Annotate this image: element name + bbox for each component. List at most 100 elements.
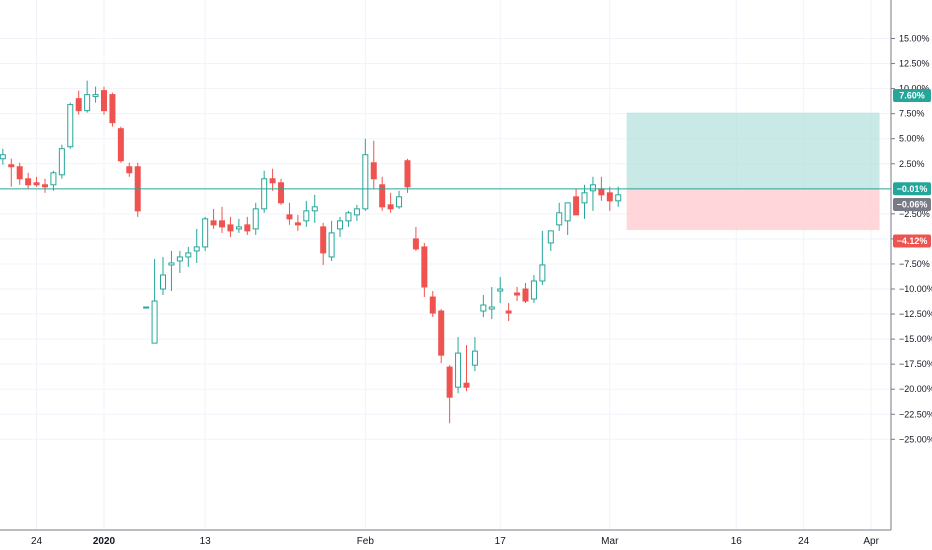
candle-body-down: [269, 178, 276, 184]
candle-body-up: [362, 154, 369, 210]
candle-body-down: [514, 292, 521, 296]
candle-body-down: [75, 98, 82, 112]
x-tick-label: 17: [495, 536, 507, 547]
candle-body-up: [564, 202, 571, 222]
x-tick-label: 24: [798, 536, 810, 547]
x-tick-label: 2020: [93, 536, 116, 547]
price-badge-label: −0.06%: [897, 200, 928, 210]
candle-body-down: [438, 310, 445, 356]
candle-body-up: [589, 184, 596, 192]
y-tick-label: 12.50%: [899, 59, 930, 69]
y-tick-label: 2.50%: [899, 159, 925, 169]
y-tick-label: 5.00%: [899, 134, 925, 144]
price-badge-label: 7.60%: [899, 91, 925, 101]
candle-body-up: [396, 196, 403, 208]
candle-body-down: [505, 310, 512, 314]
candle-body-up: [0, 154, 6, 160]
candle-body-down: [244, 224, 251, 232]
y-tick-label: −15.00%: [899, 334, 932, 344]
candle-body-down: [33, 182, 40, 186]
y-tick-label: 7.50%: [899, 109, 925, 119]
candle-body-down: [286, 214, 293, 220]
x-tick-label: Mar: [601, 536, 619, 547]
target-zone: [626, 112, 880, 189]
candle-body-up: [547, 230, 554, 244]
candle-body-up: [202, 218, 209, 248]
candle-body-up: [58, 148, 65, 176]
candle-body-up: [168, 262, 175, 266]
stop-zone: [626, 188, 880, 231]
price-badge-label: −4.12%: [897, 236, 928, 246]
candle-body-up: [160, 274, 167, 290]
candle-body-down: [278, 182, 285, 204]
candle-body-down: [227, 224, 234, 232]
candle-body-up: [480, 304, 487, 312]
candle-body-down: [219, 220, 226, 228]
candle-body-down: [41, 184, 48, 188]
x-tick-label: 24: [31, 536, 43, 547]
candle-body-up: [328, 232, 335, 258]
y-tick-label: −17.50%: [899, 359, 932, 369]
candle-body-down: [16, 166, 23, 180]
candle-body-up: [581, 192, 588, 204]
y-axis[interactable]: 15.00%12.50%10.00%7.50%5.00%2.50%−2.50%−…: [890, 0, 932, 530]
y-tick-label: −12.50%: [899, 309, 932, 319]
candle-body-down: [387, 204, 394, 210]
candle-body-up: [455, 352, 462, 388]
candle-body-down: [463, 382, 470, 388]
y-tick-label: −22.50%: [899, 409, 932, 419]
candle-body-up: [471, 350, 478, 366]
candle-body-up: [539, 264, 546, 282]
candle-body-down: [210, 220, 217, 226]
candle-body-down: [25, 178, 32, 186]
candle-body-up: [497, 288, 504, 292]
candle-body-down: [606, 192, 613, 202]
candle-body-down: [429, 296, 436, 314]
candle-body-up: [143, 306, 150, 309]
candle-body-down: [117, 128, 124, 162]
x-tick-label: 16: [731, 536, 743, 547]
price-badges: 7.60% −0.01% −0.06% −4.12%: [893, 89, 931, 248]
price-badge: [893, 89, 931, 102]
candle-body-down: [101, 90, 107, 112]
candle-body-up: [176, 256, 183, 262]
y-tick-label: 10.00%: [899, 84, 930, 94]
candle-body-up: [261, 178, 268, 210]
candle-body-up: [345, 212, 352, 222]
candle-body-up: [337, 220, 344, 230]
y-tick-label: −2.50%: [899, 209, 930, 219]
candle-body-down: [8, 164, 15, 168]
price-badge: [893, 198, 931, 211]
candle-body-down: [404, 160, 411, 188]
candle-body-down: [446, 366, 453, 398]
x-tick-label: Apr: [863, 536, 879, 547]
candle-body-down: [598, 188, 605, 196]
candle-body-down: [573, 196, 580, 216]
y-tick-label: 15.00%: [899, 34, 930, 44]
candle-body-up: [530, 280, 537, 300]
candle-body-up: [84, 94, 91, 112]
candle-body-up: [235, 226, 242, 230]
candle-body-down: [412, 238, 419, 250]
candle-body-up: [193, 246, 200, 252]
candle-body-up: [185, 252, 192, 258]
candle-body-up: [50, 172, 57, 186]
candle-body-up: [353, 208, 360, 216]
y-tick-label: −20.00%: [899, 384, 932, 394]
candle-body-down: [126, 166, 133, 174]
candle-body-down: [294, 222, 301, 226]
candle-body-down: [522, 288, 529, 302]
candle-body-up: [252, 208, 259, 230]
y-tick-label: −25.00%: [899, 434, 932, 444]
candle-body-up: [151, 300, 158, 344]
candle-body-up: [488, 306, 495, 310]
x-tick-label: Feb: [357, 536, 375, 547]
price-badge: [893, 234, 931, 248]
candle-body-down: [379, 184, 386, 208]
x-axis[interactable]: s24202013Feb17Mar1624Apr1321May18: [0, 529, 932, 547]
candle-body-down: [109, 94, 116, 124]
candle-body-up: [67, 104, 74, 148]
candles: [0, 80, 622, 424]
candle-body-up: [615, 194, 622, 202]
